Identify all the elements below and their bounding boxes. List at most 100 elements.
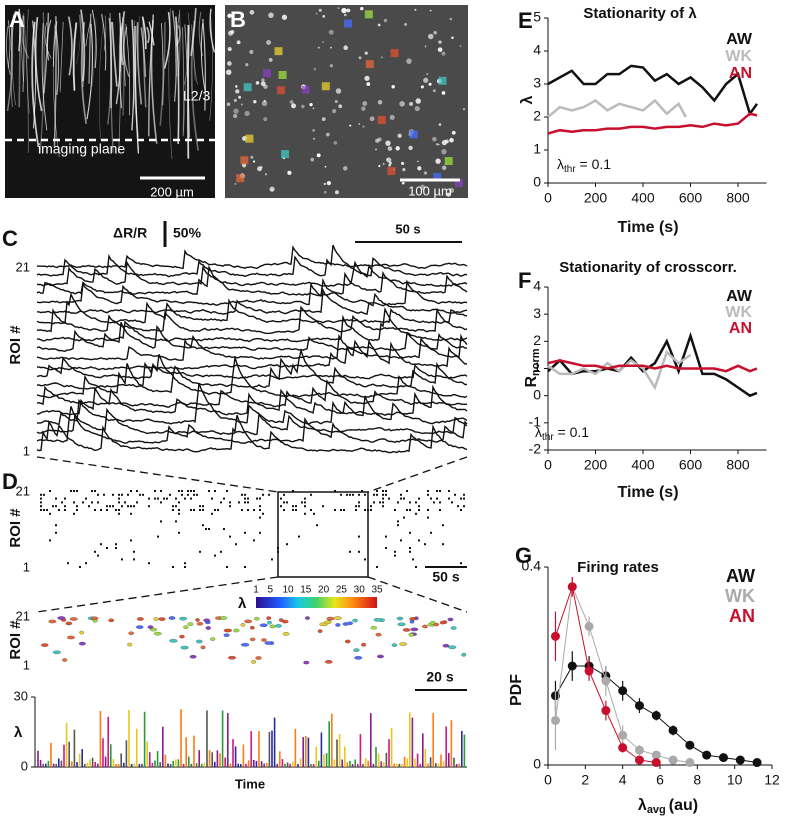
marker [702,750,712,760]
cell [377,23,381,27]
cell [334,190,339,195]
y-tick-label: -2 [529,441,542,457]
spike [172,505,174,508]
spike [259,531,261,534]
spike [364,558,366,561]
cell [235,85,238,88]
spike [202,505,204,508]
spike [106,509,108,511]
spike [247,501,249,504]
cell [441,91,446,95]
dendrite [80,9,86,82]
dendrite [18,8,21,52]
unit-label: ΔR/R [113,225,147,241]
spike [262,512,264,515]
cell [358,56,362,60]
spike [397,501,399,504]
cell [402,168,406,172]
x-axis-label: Time [235,776,265,791]
spike [190,490,192,492]
cell [313,67,317,71]
legend-entry: AW [726,31,753,48]
spike [169,493,171,496]
spike [133,505,135,508]
x-tick-label: 200 [584,190,608,206]
y-axis-label: ROI # [7,325,24,365]
spike [226,490,228,492]
x-axis-label: Time (s) [617,219,678,236]
marker [618,730,628,740]
spike [130,512,132,515]
roi [321,82,330,91]
spike [214,509,216,511]
spike [40,509,42,511]
cell [333,141,338,145]
dendrite [26,8,30,114]
cell [395,146,400,151]
spike [448,490,450,492]
cell [441,51,446,56]
cell [323,182,326,186]
spike [73,490,75,492]
spike [199,509,201,511]
dendrite [23,13,29,153]
spike [439,509,441,511]
spike [412,558,414,561]
y-tick-label: 3 [533,305,541,321]
event [189,655,197,659]
event [317,629,323,633]
dendrite [98,23,104,140]
cell [261,100,268,107]
spike [304,505,306,508]
cell [326,132,330,137]
cell [387,146,393,151]
cell [349,124,352,127]
cell [375,138,380,143]
event [439,620,446,625]
cell [435,158,441,164]
spike [463,493,465,496]
event [259,623,268,627]
dendrite [168,8,173,160]
spike [316,524,318,527]
spike [373,493,375,496]
spike [40,493,42,496]
spike [382,505,384,508]
spike [292,490,294,492]
event [305,616,310,620]
subscript: norm [530,348,542,376]
spike [343,509,345,511]
spike [451,501,453,504]
spike [418,505,420,508]
event [136,617,144,621]
roi [301,85,310,94]
dendrite [91,18,97,87]
spike [199,550,201,553]
marker [567,661,577,671]
dendrite [142,18,147,108]
spike [403,516,405,519]
dendrite [10,17,15,108]
event [266,616,272,620]
spike [202,524,204,527]
spike [385,490,387,492]
event [370,625,377,630]
spike [85,497,87,500]
marker [601,706,611,716]
y-tick-label: 4 [533,278,541,294]
spike [130,539,132,542]
cell [369,116,375,122]
spike [241,493,243,496]
spike [154,490,156,492]
spike [115,509,117,511]
spike [97,493,99,496]
spike [121,505,123,508]
legend-entry: WK [725,304,752,321]
time-label: 50 s [432,569,459,585]
cell [252,160,256,163]
cell [238,95,242,99]
spike [283,501,285,504]
spike [283,493,285,496]
x-tick-label: 400 [631,190,655,206]
spike [112,505,114,508]
